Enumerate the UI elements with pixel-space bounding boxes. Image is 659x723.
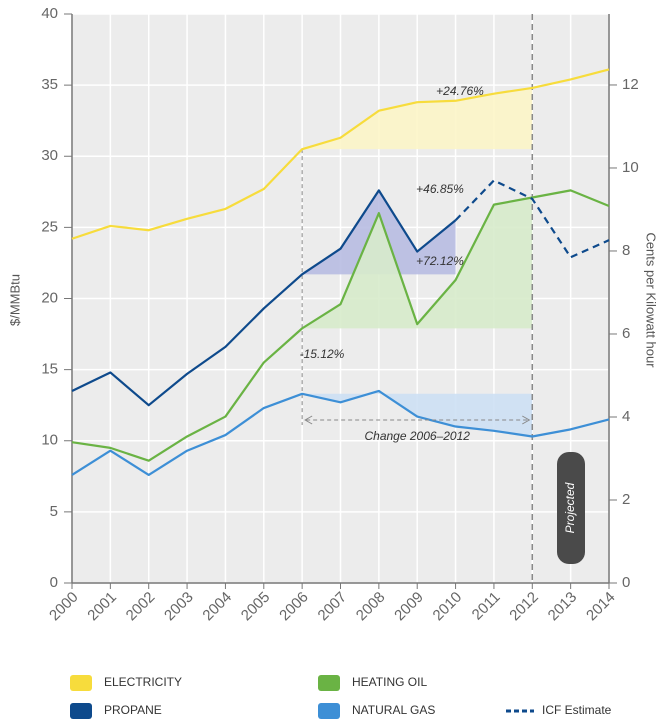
annotation: +24.76%	[436, 84, 484, 98]
y-axis-title: $/MMBtu	[7, 274, 22, 326]
x-tick-label: 2011	[469, 589, 504, 624]
x-tick-label: 2012	[506, 589, 542, 625]
legend-swatch	[70, 675, 92, 691]
arrow-head	[304, 415, 313, 425]
x-tick-label: 2000	[46, 589, 82, 625]
y2-tick-label: 0	[622, 574, 630, 591]
y-tick-label: 5	[50, 503, 58, 520]
legend-label: HEATING OIL	[352, 675, 427, 689]
x-tick-label: 2004	[199, 589, 235, 625]
y2-tick-label: 6	[622, 325, 630, 342]
projected-badge	[557, 452, 585, 564]
y-tick-label: 20	[41, 289, 58, 306]
series-line	[71, 389, 610, 476]
x-tick-label: 2006	[276, 589, 312, 625]
x-tick-label: 2013	[545, 589, 581, 625]
x-tick-label: 2002	[123, 589, 159, 625]
y2-tick-label: 2	[622, 491, 630, 508]
series-line	[71, 68, 610, 240]
x-tick-label: 2005	[238, 589, 274, 625]
legend-label: ELECTRICITY	[104, 675, 182, 689]
series-line	[71, 189, 457, 407]
legend-label: PROPANE	[104, 703, 162, 717]
series-line	[71, 189, 610, 462]
legend-swatch	[318, 703, 340, 719]
y-tick-label: 0	[50, 574, 58, 591]
x-tick-label: 2008	[353, 589, 389, 625]
y-tick-label: 25	[41, 218, 58, 235]
y2-tick-label: 8	[622, 242, 630, 259]
legend-label: NATURAL GAS	[352, 703, 435, 717]
annotation: Change 2006–2012	[364, 429, 470, 443]
x-tick-label: 2001	[84, 589, 120, 625]
legend-swatch	[70, 703, 92, 719]
y2-tick-label: 10	[622, 159, 639, 176]
x-tick-label: 2014	[583, 589, 619, 625]
y-tick-label: 40	[41, 5, 58, 22]
change-area	[302, 197, 533, 329]
y2-tick-label: 12	[622, 76, 639, 93]
x-tick-label: 2003	[161, 589, 197, 625]
y2-axis-title: Cents per Kilowatt hour	[644, 232, 659, 368]
change-area	[302, 87, 533, 150]
series-line	[454, 179, 610, 259]
annotation: +72.12%	[416, 254, 464, 268]
change-area	[302, 390, 533, 437]
annotation: Projected	[563, 482, 577, 533]
legend-swatch	[318, 675, 340, 691]
arrow-head	[522, 415, 531, 425]
annotation: -15.12%	[300, 347, 345, 361]
y-tick-label: 35	[41, 76, 58, 93]
x-tick-label: 2010	[430, 589, 466, 625]
x-tick-label: 2007	[315, 589, 351, 625]
x-tick-label: 2009	[391, 589, 427, 625]
y-tick-label: 10	[41, 432, 58, 449]
legend-label: ICF Estimate	[542, 703, 612, 717]
y-tick-label: 15	[41, 361, 58, 378]
y2-tick-label: 4	[622, 408, 630, 425]
y-tick-label: 30	[41, 147, 58, 164]
annotation: +46.85%	[416, 182, 464, 196]
